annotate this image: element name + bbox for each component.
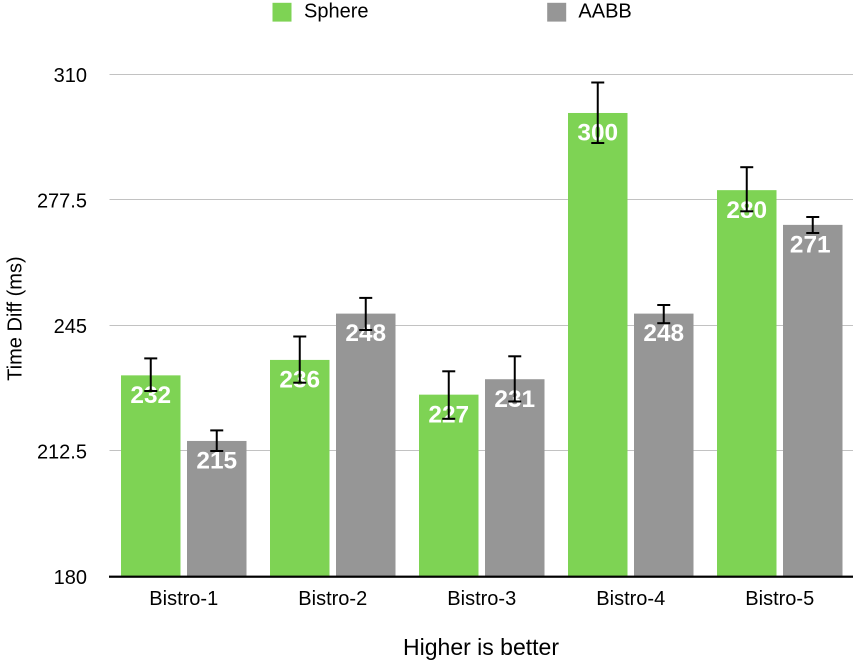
svg-text:310: 310	[54, 65, 87, 87]
svg-text:Bistro-2: Bistro-2	[298, 588, 367, 610]
svg-text:Bistro-3: Bistro-3	[447, 588, 516, 610]
svg-text:248: 248	[643, 320, 684, 347]
svg-text:277.5: 277.5	[37, 191, 87, 213]
svg-text:Bistro-5: Bistro-5	[745, 588, 814, 610]
svg-text:Higher is better: Higher is better	[403, 634, 559, 660]
svg-text:Bistro-1: Bistro-1	[149, 588, 218, 610]
svg-text:Sphere: Sphere	[304, 0, 369, 22]
svg-text:Bistro-4: Bistro-4	[596, 588, 665, 610]
svg-text:AABB: AABB	[578, 0, 631, 22]
svg-text:271: 271	[790, 231, 831, 258]
svg-text:Time Diff (ms): Time Diff (ms)	[5, 256, 27, 380]
svg-text:245: 245	[54, 316, 87, 338]
svg-text:212.5: 212.5	[37, 441, 87, 463]
svg-text:180: 180	[54, 567, 87, 589]
svg-text:215: 215	[196, 448, 237, 475]
